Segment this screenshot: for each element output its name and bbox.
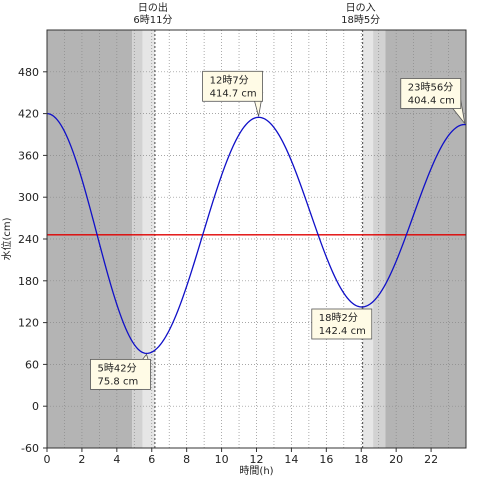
y-tick-label: 120 <box>18 317 39 330</box>
callout-value: 404.4 cm <box>408 95 455 106</box>
callout-time: 12時7分 <box>210 74 249 86</box>
x-tick-label: 16 <box>319 453 333 466</box>
x-tick-label: 8 <box>183 453 190 466</box>
y-tick-label: 420 <box>18 108 39 121</box>
y-tick-label: 300 <box>18 191 39 204</box>
x-axis-title: 時間(h) <box>239 465 273 477</box>
tide-line <box>46 112 467 355</box>
y-tick-label: -60 <box>21 442 39 455</box>
x-tick-label: 12 <box>250 453 264 466</box>
y-tick-label: 60 <box>25 358 39 371</box>
x-tick-label: 14 <box>284 453 298 466</box>
callout-box <box>400 78 462 109</box>
callout-value: 142.4 cm <box>319 326 366 337</box>
x-tick-label: 4 <box>113 453 120 466</box>
y-tick-label: 480 <box>18 66 39 79</box>
tide-callout: 5時42分 75.8 cm <box>90 353 151 390</box>
callouts: 5時42分 75.8 cm 12時7分 414.7 cm 18時2分 142.4 cm 23… <box>90 70 466 390</box>
twilight-band <box>362 30 374 448</box>
sun-event-title: 日の入 <box>346 3 376 14</box>
y-tick-label: 240 <box>18 233 39 246</box>
x-tick-label: 6 <box>148 453 155 466</box>
callout-time: 5時42分 <box>98 362 137 374</box>
callout-value: 414.7 cm <box>210 88 257 99</box>
twilight-band <box>142 30 155 448</box>
tide-callout: 12時7分 414.7 cm <box>202 70 264 117</box>
x-tick-label: 18 <box>354 453 368 466</box>
x-tick-label: 10 <box>215 453 229 466</box>
tide-callout: 18時2分 142.4 cm <box>311 307 373 340</box>
callout-time: 18時2分 <box>319 312 358 324</box>
y-tick-label: 360 <box>18 149 39 162</box>
callout-time: 23時56分 <box>408 81 453 93</box>
x-tick-label: 0 <box>44 453 51 466</box>
sun-event-title: 日の出 <box>138 1 168 14</box>
x-tick-label: 22 <box>424 453 438 466</box>
callout-box <box>311 308 373 340</box>
axes: 0 2 4 6 8 10 12 14 16 18 20 22 -60 0 60 120 180 240 300 360… <box>18 29 467 466</box>
sun-event-time: 6時11分 <box>133 14 172 26</box>
callout-box <box>90 358 151 390</box>
tide-line-layer <box>46 112 467 355</box>
callout-value: 75.8 cm <box>98 376 139 387</box>
twilight-band <box>373 30 386 448</box>
y-axis-title: 水位(cm) <box>0 217 13 260</box>
y-tick-label: 180 <box>18 275 39 288</box>
y-tick-label: 0 <box>32 400 39 413</box>
sun-event-time: 18時5分 <box>341 14 380 26</box>
x-tick-label: 20 <box>389 453 403 466</box>
tide-callout: 23時56分 404.4 cm <box>400 78 466 124</box>
callout-box <box>202 70 263 102</box>
x-tick-label: 2 <box>78 453 85 466</box>
